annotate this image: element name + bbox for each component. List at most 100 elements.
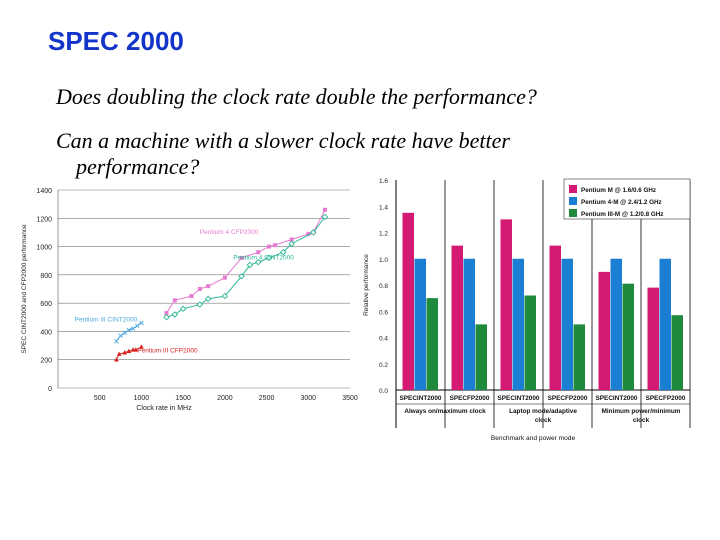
y-tick-label: 0.4 [379, 336, 388, 343]
x-tick-label: 3000 [300, 395, 316, 402]
data-point [164, 311, 169, 316]
x-tick-label: 3500 [342, 395, 358, 402]
data-point [196, 301, 204, 308]
y-tick-label: 200 [40, 358, 52, 365]
data-point [139, 320, 144, 326]
data-point [171, 311, 179, 318]
group-label: Always on/maximum clock [404, 408, 486, 415]
y-tick-label: 1.6 [379, 178, 388, 185]
group-label: Minimum power/minimum [602, 408, 681, 415]
y-tick-label: 0.8 [379, 283, 388, 290]
y-axis-label: SPEC CINT2000 and CFP2000 performance [21, 224, 28, 354]
legend-swatch [569, 185, 577, 193]
data-point [126, 327, 132, 333]
x-tick-label: 1500 [175, 395, 191, 402]
bar [610, 258, 622, 390]
data-point [139, 344, 144, 349]
data-point [122, 330, 128, 336]
legend-label: Pentium 4-M @ 2.4/1.2 GHz [581, 199, 662, 206]
data-point [206, 284, 211, 289]
data-point [179, 305, 187, 313]
y-tick-label: 1000 [36, 245, 52, 252]
data-point [163, 314, 170, 321]
group-label-line2: clock [535, 417, 552, 424]
y-tick-label: 1.0 [379, 257, 388, 264]
x-axis-label: Benchmark and power mode [491, 435, 576, 442]
question-2-line-2: performance? [76, 154, 200, 179]
x-tick-label: 2000 [217, 395, 233, 402]
slide-title: SPEC 2000 [48, 26, 184, 56]
data-point [172, 298, 177, 303]
data-point [130, 326, 136, 331]
bar [598, 271, 610, 390]
bar [414, 258, 426, 390]
data-point [126, 348, 132, 354]
x-tick-label: 2500 [259, 395, 275, 402]
data-point [114, 339, 119, 344]
y-tick-label: 0.2 [379, 362, 388, 369]
y-tick-label: 1200 [36, 216, 52, 223]
data-point [204, 295, 212, 303]
legend-label: Pentium M @ 1.6/0.6 GHz [581, 187, 656, 194]
question-2-line-1: Can a machine with a slower clock rate h… [56, 128, 510, 153]
bar [647, 287, 659, 390]
data-point [239, 255, 244, 260]
category-label: SPECINT2000 [498, 395, 540, 402]
data-point [114, 357, 119, 362]
data-point [221, 292, 229, 300]
legend-label: Pentium III-M @ 1.2/0.8 GHz [581, 211, 663, 218]
data-point [246, 261, 254, 269]
data-point [238, 273, 245, 280]
y-tick-label: 0 [48, 386, 52, 393]
bar [524, 295, 536, 390]
category-label: SPECFP2000 [548, 395, 588, 402]
data-point [222, 275, 227, 280]
data-point [288, 240, 295, 247]
y-tick-label: 800 [40, 273, 52, 280]
x-tick-label: 1000 [134, 395, 150, 402]
y-tick-label: 0.6 [379, 309, 388, 316]
bar [573, 324, 585, 390]
data-point [256, 250, 261, 255]
legend-box [563, 178, 691, 220]
y-axis-label: Relative performance [363, 254, 370, 316]
group-label: Laptop mode/adaptive [509, 408, 577, 415]
y-tick-label: 0.0 [379, 388, 388, 395]
legend-swatch [569, 209, 577, 217]
category-label: SPECINT2000 [596, 395, 638, 402]
y-tick-label: 1.4 [379, 204, 388, 211]
group-label-line2: clock [633, 417, 650, 424]
legend-swatch [569, 197, 577, 205]
data-point [267, 244, 272, 249]
bar [463, 258, 475, 390]
data-point [122, 350, 128, 355]
question-1: Does doubling the clock rate double the … [56, 84, 537, 109]
series-label: Pentium 4 CINT2000 [233, 254, 294, 261]
bar [426, 298, 438, 390]
spec-line-chart: 0 200 400 600 800 1000 1200 1400 500 1000 1500 2000… [21, 188, 358, 410]
y-tick-label: 1400 [36, 188, 52, 195]
series-label: Pentium III CINT2000 [75, 317, 138, 324]
relative-performance-bar-chart: 0.0 0.2 0.4 0.6 0.8 1.0 1.2 1.4 1.6 Relative perf… [363, 178, 691, 442]
y-tick-label: 400 [40, 329, 52, 336]
category-label: SPECFP2000 [646, 395, 686, 402]
category-label: SPECINT2000 [400, 395, 442, 402]
series-label: Pentium 4 CFP2000 [200, 229, 259, 236]
x-tick-label: 500 [94, 395, 106, 402]
bar [512, 258, 524, 390]
bar [475, 324, 487, 390]
x-axis-label: Clock rate in MHz [136, 405, 192, 410]
question-2: Can a machine with a slower clock rate h… [56, 128, 616, 180]
data-point [322, 207, 327, 212]
data-point [272, 243, 277, 248]
bar [549, 245, 561, 390]
data-point [134, 323, 140, 329]
data-point [133, 347, 139, 352]
data-point [118, 333, 123, 338]
data-point [197, 287, 202, 291]
data-point [116, 351, 122, 356]
y-tick-label: 1.2 [379, 231, 388, 238]
bar [402, 212, 414, 390]
y-tick-label: 600 [40, 301, 52, 308]
series-label: Pentium III CFP2000 [137, 348, 198, 355]
